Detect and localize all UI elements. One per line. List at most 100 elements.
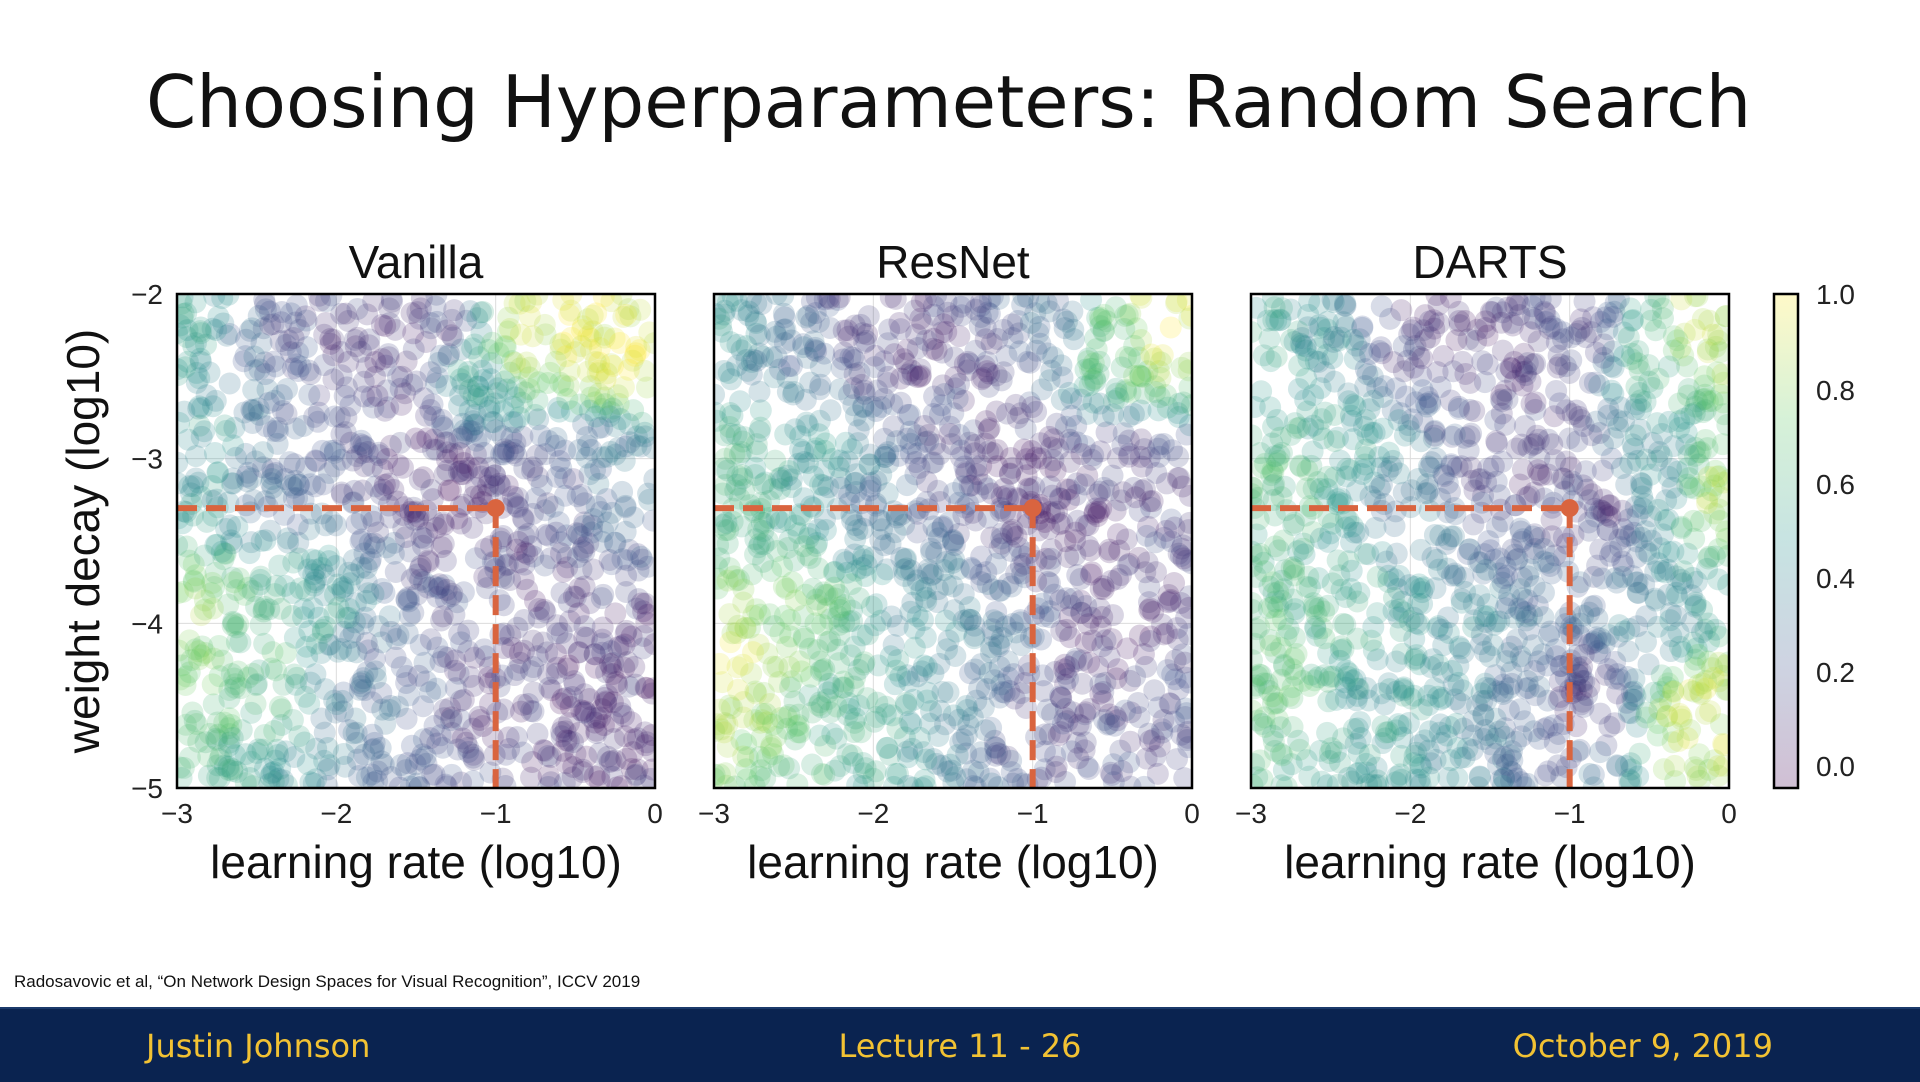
scatter-point <box>853 651 876 674</box>
scatter-point <box>1558 361 1581 384</box>
scatter-point <box>1403 627 1426 650</box>
scatter-point <box>1330 635 1353 658</box>
scatter-point <box>1047 724 1070 747</box>
scatter-point <box>1080 448 1103 471</box>
scatter-point <box>486 377 509 400</box>
scatter-point <box>942 529 965 552</box>
scatter-point <box>1484 408 1507 431</box>
scatter-point <box>573 514 596 537</box>
scatter-point <box>416 576 439 599</box>
scatter-point <box>570 483 593 506</box>
scatter-point <box>1322 294 1345 314</box>
scatter-point <box>494 335 517 358</box>
scatter-point <box>1038 600 1061 623</box>
scatter-point <box>725 622 748 645</box>
scatter-point <box>974 719 997 742</box>
scatter-point <box>1627 340 1650 363</box>
scatter-point <box>421 488 444 511</box>
scatter-point <box>745 598 768 621</box>
scatter-point <box>474 538 497 561</box>
scatter-point <box>1477 530 1500 553</box>
scatter-point <box>727 614 750 637</box>
scatter-point <box>1542 714 1565 737</box>
scatter-point <box>1717 651 1729 674</box>
scatter-point <box>955 724 978 747</box>
scatter-point <box>848 361 871 384</box>
scatter-point <box>1251 508 1270 531</box>
scatter-point <box>720 696 743 719</box>
x-tick-label: −2 <box>857 798 889 829</box>
y-tick-label: −2 <box>131 279 163 310</box>
scatter-point <box>906 569 929 592</box>
scatter-point <box>338 572 361 595</box>
scatter-point <box>847 658 870 681</box>
scatter-point <box>241 399 264 422</box>
scatter-point <box>865 593 888 616</box>
scatter-point <box>1115 528 1138 551</box>
scatter-point <box>1667 621 1690 644</box>
scatter-point <box>773 318 796 341</box>
scatter-point <box>723 442 746 465</box>
scatter-point <box>1258 679 1281 702</box>
scatter-point <box>1708 465 1729 488</box>
scatter-point <box>1491 775 1514 788</box>
scatter-point <box>862 767 885 788</box>
scatter-point <box>783 549 806 572</box>
scatter-point <box>289 577 312 600</box>
scatter-point <box>466 307 489 330</box>
scatter-point <box>1114 699 1137 722</box>
scatter-point <box>746 440 769 463</box>
scatter-point <box>1057 667 1080 690</box>
scatter-point <box>1619 702 1642 725</box>
scatter-point <box>266 416 289 439</box>
scatter-point <box>416 521 439 544</box>
scatter-point <box>782 381 805 404</box>
scatter-point <box>261 641 284 664</box>
scatter-point <box>611 480 634 503</box>
scatter-point <box>213 711 236 734</box>
scatter-point <box>1036 342 1059 365</box>
scatter-point <box>889 367 912 390</box>
scatter-point <box>1428 312 1451 335</box>
scatter-point <box>1508 473 1531 496</box>
scatter-point <box>1138 629 1161 652</box>
scatter-point <box>762 655 785 678</box>
scatter-point <box>1261 294 1284 309</box>
scatter-point <box>721 294 744 307</box>
scatter-point <box>203 294 226 307</box>
scatter-point <box>1426 685 1449 708</box>
scatter-point <box>1591 499 1614 522</box>
scatter-point <box>1270 589 1293 612</box>
scatter-point <box>980 716 1003 739</box>
scatter-point <box>1513 710 1536 733</box>
scatter-point <box>976 572 999 595</box>
scatter-point <box>1351 315 1374 338</box>
scatter-point <box>743 775 766 788</box>
scatter-point <box>478 395 501 418</box>
scatter-point <box>845 463 868 486</box>
scatter-point <box>198 361 221 384</box>
scatter-point <box>795 411 818 434</box>
scatter-point <box>742 604 765 627</box>
scatter-point <box>1269 309 1292 332</box>
scatter-point <box>953 294 976 314</box>
scatter-point <box>1615 473 1638 496</box>
scatter-point <box>1528 727 1551 750</box>
scatter-point <box>766 655 789 678</box>
scatter-point <box>1385 719 1408 742</box>
scatter-point <box>514 294 537 313</box>
x-tick-label: −1 <box>1017 798 1049 829</box>
scatter-point <box>622 506 645 529</box>
scatter-point <box>1511 587 1534 610</box>
scatter-point <box>598 750 621 773</box>
scatter-point <box>919 537 942 560</box>
scatter-point <box>948 708 971 731</box>
scatter-point <box>814 583 837 606</box>
scatter-point <box>1400 687 1423 710</box>
scatter-point <box>1551 321 1574 344</box>
scatter-point <box>868 509 891 532</box>
scatter-point <box>324 514 347 537</box>
scatter-point <box>1684 436 1707 459</box>
scatter-point <box>442 442 465 465</box>
scatter-point <box>1652 523 1675 546</box>
